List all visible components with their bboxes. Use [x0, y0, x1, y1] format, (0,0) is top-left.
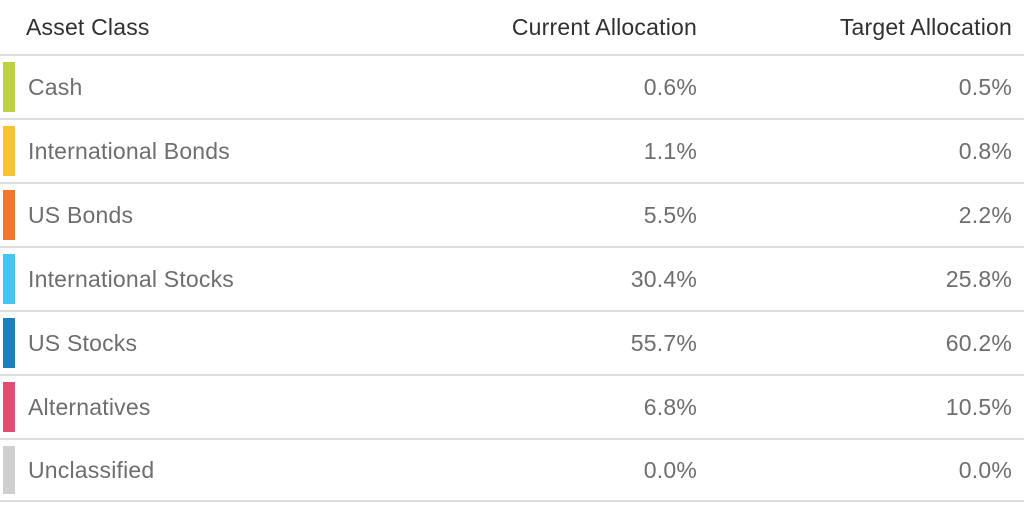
target-allocation-value: 0.0%: [958, 456, 1012, 483]
table-row-us-stocks: US Stocks 55.7% 60.2%: [0, 310, 1024, 374]
current-allocation-value: 30.4%: [630, 265, 697, 292]
target-allocation-value: 10.5%: [945, 393, 1012, 420]
table-row-us-bonds: US Bonds 5.5% 2.2%: [0, 182, 1024, 246]
asset-color-swatch: [3, 254, 15, 304]
asset-class-label: International Stocks: [28, 265, 235, 292]
asset-color-swatch: [3, 318, 15, 368]
target-allocation-value: 2.2%: [958, 201, 1012, 228]
asset-color-swatch: [3, 382, 15, 432]
table-header-row: Asset Class Current Allocation Target Al…: [0, 0, 1024, 54]
column-header-asset-class: Asset Class: [26, 13, 150, 40]
asset-class-label: US Stocks: [28, 329, 138, 356]
target-allocation-value: 0.5%: [958, 73, 1012, 100]
asset-color-swatch: [3, 190, 15, 240]
current-allocation-value: 1.1%: [643, 137, 697, 164]
table-row-alternatives: Alternatives 6.8% 10.5%: [0, 374, 1024, 438]
table-row-unclassified: Unclassified 0.0% 0.0%: [0, 438, 1024, 502]
current-allocation-value: 5.5%: [643, 201, 697, 228]
asset-class-label: Unclassified: [28, 456, 155, 483]
asset-class-label: Cash: [28, 73, 83, 100]
column-header-target-allocation: Target Allocation: [839, 13, 1012, 40]
current-allocation-value: 0.6%: [643, 73, 697, 100]
target-allocation-value: 25.8%: [945, 265, 1012, 292]
current-allocation-value: 55.7%: [630, 329, 697, 356]
current-allocation-value: 0.0%: [643, 456, 697, 483]
asset-color-swatch: [3, 126, 15, 176]
asset-color-swatch: [3, 446, 15, 494]
current-allocation-value: 6.8%: [643, 393, 697, 420]
target-allocation-value: 60.2%: [945, 329, 1012, 356]
table-row-international-bonds: International Bonds 1.1% 0.8%: [0, 118, 1024, 182]
asset-class-label: Alternatives: [28, 393, 151, 420]
asset-class-label: US Bonds: [28, 201, 134, 228]
table-row-cash: Cash 0.6% 0.5%: [0, 54, 1024, 118]
target-allocation-value: 0.8%: [958, 137, 1012, 164]
column-header-current-allocation: Current Allocation: [511, 13, 697, 40]
table-row-international-stocks: International Stocks 30.4% 25.8%: [0, 246, 1024, 310]
asset-class-label: International Bonds: [28, 137, 230, 164]
asset-color-swatch: [3, 62, 15, 112]
